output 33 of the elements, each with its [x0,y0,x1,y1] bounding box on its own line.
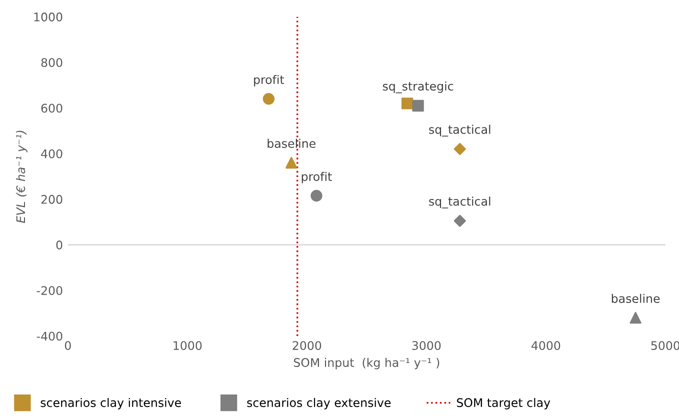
data-label: profit [254,74,284,86]
x-tick-label: 2000 [292,341,322,350]
y-tick-label: -200 [36,286,62,296]
y-tick-label: 0 [56,240,62,250]
point [454,214,466,227]
data-label: baseline [612,294,660,303]
y-tick-label: -400 [36,332,62,341]
legend-label: scenarios clay intensive [40,398,181,410]
x-tick-label: 1000 [174,341,202,350]
x-axis-title: SOM input (kg ha⁻¹ y⁻¹ ) [294,358,440,370]
legend-label: scenarios clay extensive [247,398,391,410]
data-label: sq_tactical [429,196,490,208]
y-tick-label: 400 [41,149,62,158]
x-tick-label: 0 [64,341,71,350]
data-label: sq_strategic [382,81,454,94]
point [412,100,424,112]
y-tick-label: 200 [41,194,62,204]
point [262,93,275,105]
y-tick-label: 600 [41,104,62,113]
y-axis-title: EVL (€ ha⁻¹ y⁻¹) [16,130,28,223]
data-label: baseline [268,138,316,148]
y-tick-label: 800 [41,58,62,68]
legend-label: SOM target clay [456,398,550,410]
point [401,98,414,110]
point [310,190,322,202]
data-label: profit [302,172,332,184]
data-label: sq_tactical [429,124,490,137]
point [454,142,466,156]
point [630,312,642,324]
x-tick-label: 3000 [412,341,441,350]
point [286,156,298,169]
x-tick-label: 4000 [531,341,560,350]
y-tick-label: 1000 [34,12,62,22]
